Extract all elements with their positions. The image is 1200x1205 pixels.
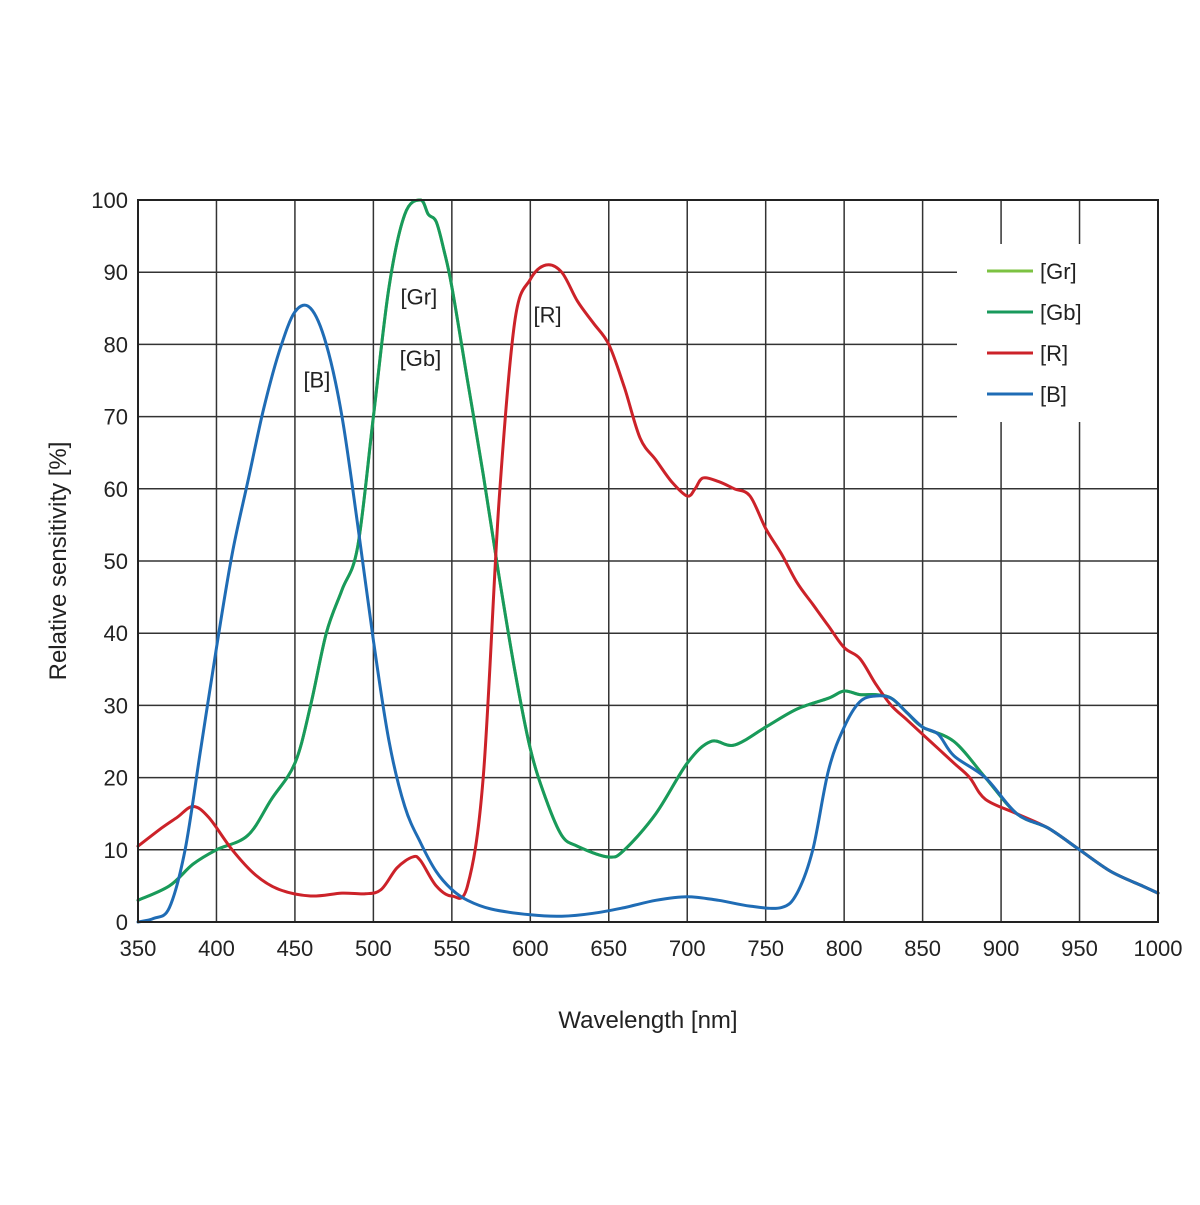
- x-tick-label: 500: [355, 936, 392, 961]
- tick-labels: 350 400 450 500 550 600 650 700 750 800 850 900 950 1…: [91, 188, 1182, 961]
- y-tick-label: 20: [104, 766, 128, 791]
- x-tick-label: 400: [198, 936, 235, 961]
- x-tick-label: 800: [826, 936, 863, 961]
- x-tick-label: 550: [433, 936, 470, 961]
- legend-box: [957, 244, 1158, 422]
- x-tick-label: 600: [512, 936, 549, 961]
- y-tick-label: 100: [91, 188, 128, 213]
- x-tick-label: 700: [669, 936, 706, 961]
- legend-label: [Gb]: [1040, 300, 1082, 325]
- legend-label: [B]: [1040, 382, 1067, 407]
- x-tick-label: 900: [983, 936, 1020, 961]
- y-tick-label: 0: [116, 910, 128, 935]
- x-tick-label: 950: [1061, 936, 1098, 961]
- curve-annotations: [Gr] [Gb] [R] [B]: [303, 285, 561, 393]
- y-tick-label: 40: [104, 621, 128, 646]
- plot-frame: [137, 199, 1159, 923]
- y-tick-label: 60: [104, 477, 128, 502]
- legend-label: [R]: [1040, 341, 1068, 366]
- curve-annotation: [R]: [534, 303, 562, 328]
- y-tick-label: 80: [104, 332, 128, 357]
- x-tick-label: 450: [277, 936, 314, 961]
- series-line-b: [136, 303, 1160, 924]
- x-tick-label: 1000: [1134, 936, 1183, 961]
- curve-annotation: [Gr]: [401, 285, 438, 310]
- legend: [Gr] [Gb] [R] [B]: [957, 244, 1158, 422]
- series-lines: [136, 198, 1160, 924]
- y-tick-label: 50: [104, 549, 128, 574]
- y-axis-title: Relative sensitivity [%]: [45, 442, 72, 681]
- x-tick-label: 750: [747, 936, 784, 961]
- curve-annotation: [Gb]: [400, 346, 442, 371]
- y-tick-label: 90: [104, 260, 128, 285]
- x-tick-label: 350: [120, 936, 157, 961]
- y-tick-label: 70: [104, 405, 128, 430]
- curve-annotation: [B]: [303, 368, 330, 393]
- y-tick-label: 30: [104, 693, 128, 718]
- x-tick-label: 650: [590, 936, 627, 961]
- y-tick-label: 10: [104, 838, 128, 863]
- legend-label: [Gr]: [1040, 259, 1077, 284]
- x-tick-label: 850: [904, 936, 941, 961]
- series-line-r: [136, 263, 1160, 900]
- x-axis-title: Wavelength [nm]: [558, 1007, 737, 1034]
